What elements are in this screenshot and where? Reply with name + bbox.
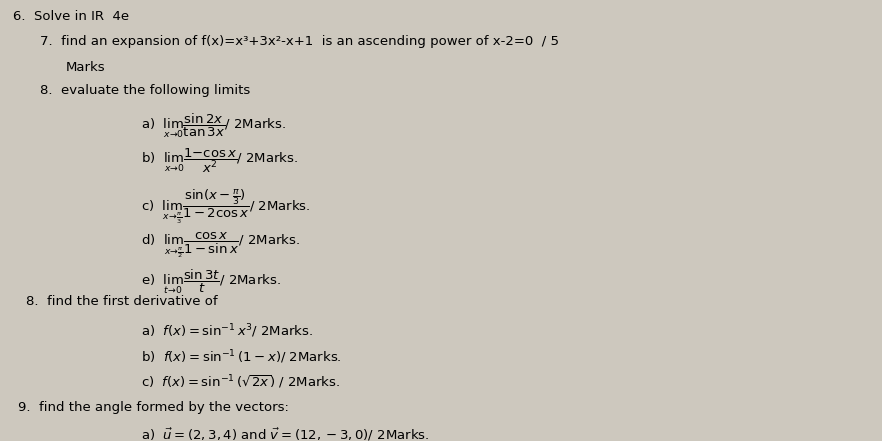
Text: c)  $\lim_{x\to \frac{\pi}{3}} \dfrac{\sin(x-\frac{\pi}{3})}{1-2\cos x}$/ 2Marks: c) $\lim_{x\to \frac{\pi}{3}} \dfrac{\si… (141, 187, 310, 226)
Text: Marks: Marks (66, 61, 106, 74)
Text: c)  $f(x) = \sin^{-1}(\sqrt{2x})$ / 2Marks.: c) $f(x) = \sin^{-1}(\sqrt{2x})$ / 2Mark… (141, 374, 340, 391)
Text: b)  $\lim_{x\to 0} \dfrac{1-\cos x}{x^2}$/ 2Marks.: b) $\lim_{x\to 0} \dfrac{1-\cos x}{x^2}$… (141, 146, 298, 175)
Text: 6.  Solve in IR  4e: 6. Solve in IR 4e (13, 10, 130, 22)
Text: a)  $\vec{u} = (2,3,4)$ and $\vec{v} = (12,-3,0)$/ 2Marks.: a) $\vec{u} = (2,3,4)$ and $\vec{v} = (1… (141, 427, 430, 441)
Text: 8.  find the first derivative of: 8. find the first derivative of (26, 295, 218, 308)
Text: a)  $f(x)=\sin^{-1}x^3$/ 2Marks.: a) $f(x)=\sin^{-1}x^3$/ 2Marks. (141, 323, 313, 340)
Text: 8.  evaluate the following limits: 8. evaluate the following limits (40, 84, 250, 97)
Text: e)  $\lim_{t\to 0} \dfrac{\sin 3t}{t}$/ 2Marks.: e) $\lim_{t\to 0} \dfrac{\sin 3t}{t}$/ 2… (141, 268, 281, 296)
Text: b)  $f(x) = \sin^{-1}(1-x)$/ 2Marks.: b) $f(x) = \sin^{-1}(1-x)$/ 2Marks. (141, 348, 342, 366)
Text: d)  $\lim_{x\to \frac{\pi}{2}} \dfrac{\cos x}{1-\sin x}$/ 2Marks.: d) $\lim_{x\to \frac{\pi}{2}} \dfrac{\co… (141, 231, 300, 261)
Text: 7.  find an expansion of f(x)=x³+3x²-x+1  is an ascending power of x-2=0  / 5: 7. find an expansion of f(x)=x³+3x²-x+1 … (40, 35, 558, 48)
Text: 9.  find the angle formed by the vectors:: 9. find the angle formed by the vectors: (18, 401, 288, 414)
Text: a)  $\lim_{x\to 0} \dfrac{\sin 2x}{\tan 3x}$/ 2Marks.: a) $\lim_{x\to 0} \dfrac{\sin 2x}{\tan 3… (141, 111, 287, 139)
